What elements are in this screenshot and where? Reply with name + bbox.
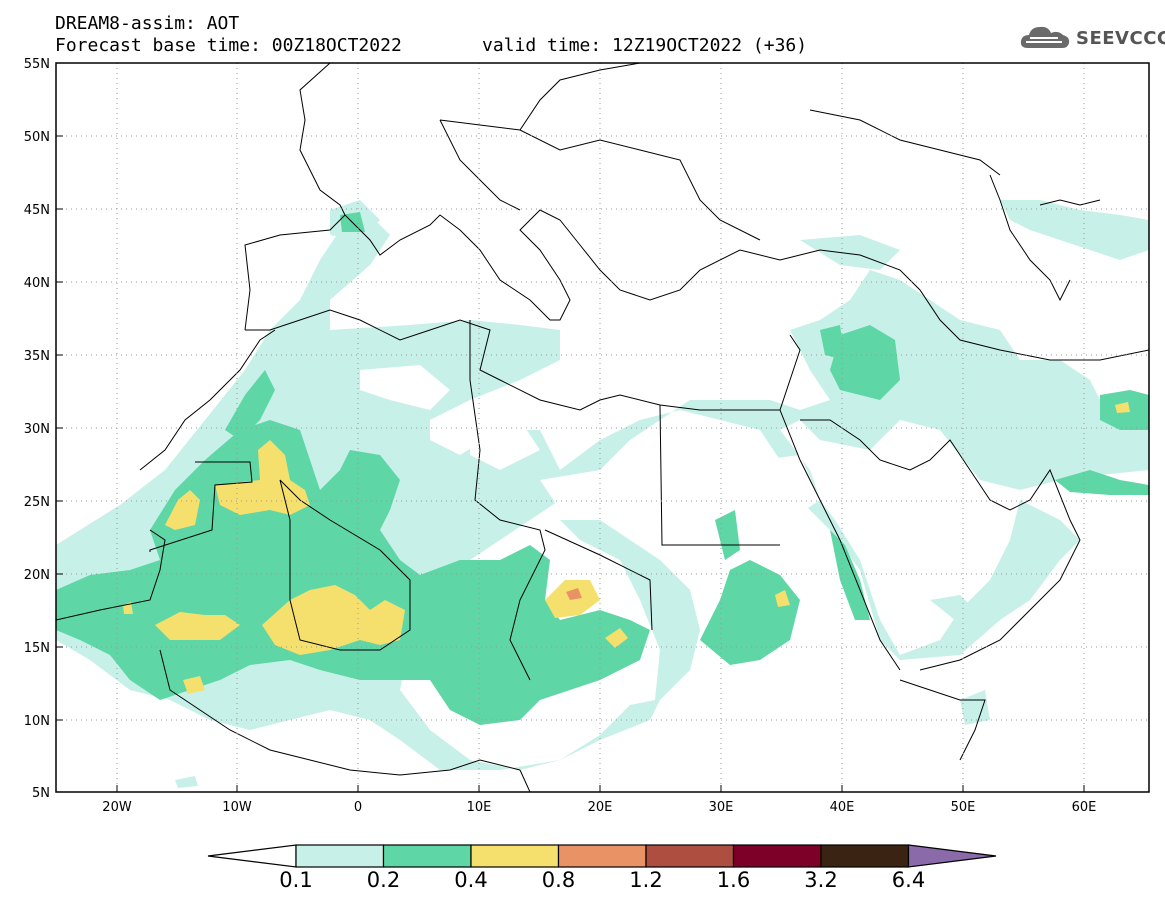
- lon-labels: 20W 10W 0 10E 20E 30E 40E 50E 60E: [102, 800, 1096, 815]
- lat-label: 55N: [24, 57, 50, 72]
- lat-label: 25N: [24, 495, 50, 510]
- lon-label: 0: [354, 800, 362, 815]
- colorbar-arrow-low: [207, 844, 297, 868]
- lat-label: 20N: [24, 568, 50, 583]
- lat-label: 15N: [24, 641, 50, 656]
- lon-label: 30E: [709, 800, 734, 815]
- map-title: DREAM8-assim: AOT: [55, 13, 240, 34]
- lon-label: 10W: [222, 800, 252, 815]
- colorbar-swatch: [645, 844, 735, 868]
- colorbar-swatch: [295, 844, 385, 868]
- forecast-base-time: Forecast base time: 00Z18OCT2022: [55, 35, 402, 56]
- colorbar-label: 0.8: [541, 868, 576, 892]
- lat-label: 35N: [24, 349, 50, 364]
- colorbar-label: 0.1: [279, 868, 313, 892]
- lat-labels: 55N 50N 45N 40N 35N 30N 25N 20N 15N 10N …: [24, 57, 50, 801]
- colorbar-label: 0.2: [366, 868, 401, 892]
- lon-label: 60E: [1072, 800, 1097, 815]
- coastlines-borders: [56, 63, 1149, 792]
- lon-label: 50E: [951, 800, 976, 815]
- colorbar-arrow-high: [907, 844, 997, 868]
- colorbar-swatch: [470, 844, 560, 868]
- colorbar-swatch: [820, 844, 910, 868]
- aot-field: [56, 63, 1149, 788]
- lon-label: 20E: [588, 800, 613, 815]
- lat-label: 40N: [24, 276, 50, 291]
- lon-label: 20W: [102, 800, 132, 815]
- axis-ticks: [56, 62, 1085, 793]
- colorbar-label: 0.4: [454, 868, 488, 892]
- logo-text: SEEVCCC: [1076, 27, 1165, 49]
- lon-label: 10E: [467, 800, 492, 815]
- cloud-icon: [1020, 26, 1070, 48]
- colorbar-label: 1.6: [716, 868, 751, 892]
- colorbar: [207, 844, 997, 868]
- colorbar-swatch: [382, 844, 472, 868]
- colorbar-label: 6.4: [891, 868, 926, 892]
- lat-label: 45N: [24, 203, 50, 218]
- lat-label: 50N: [24, 130, 50, 145]
- seevccc-logo: SEEVCCC: [1018, 22, 1165, 54]
- lat-label: 10N: [24, 714, 50, 729]
- valid-time: valid time: 12Z19OCT2022 (+36): [482, 35, 808, 56]
- colorbar-swatch: [557, 844, 647, 868]
- colorbar-swatch: [732, 844, 822, 868]
- colorbar-label: 3.2: [804, 868, 838, 892]
- lat-label: 30N: [24, 422, 50, 437]
- gridlines: [56, 63, 1149, 792]
- colorbar-label: 1.2: [629, 868, 663, 892]
- lat-label: 5N: [32, 786, 50, 801]
- lon-label: 40E: [830, 800, 855, 815]
